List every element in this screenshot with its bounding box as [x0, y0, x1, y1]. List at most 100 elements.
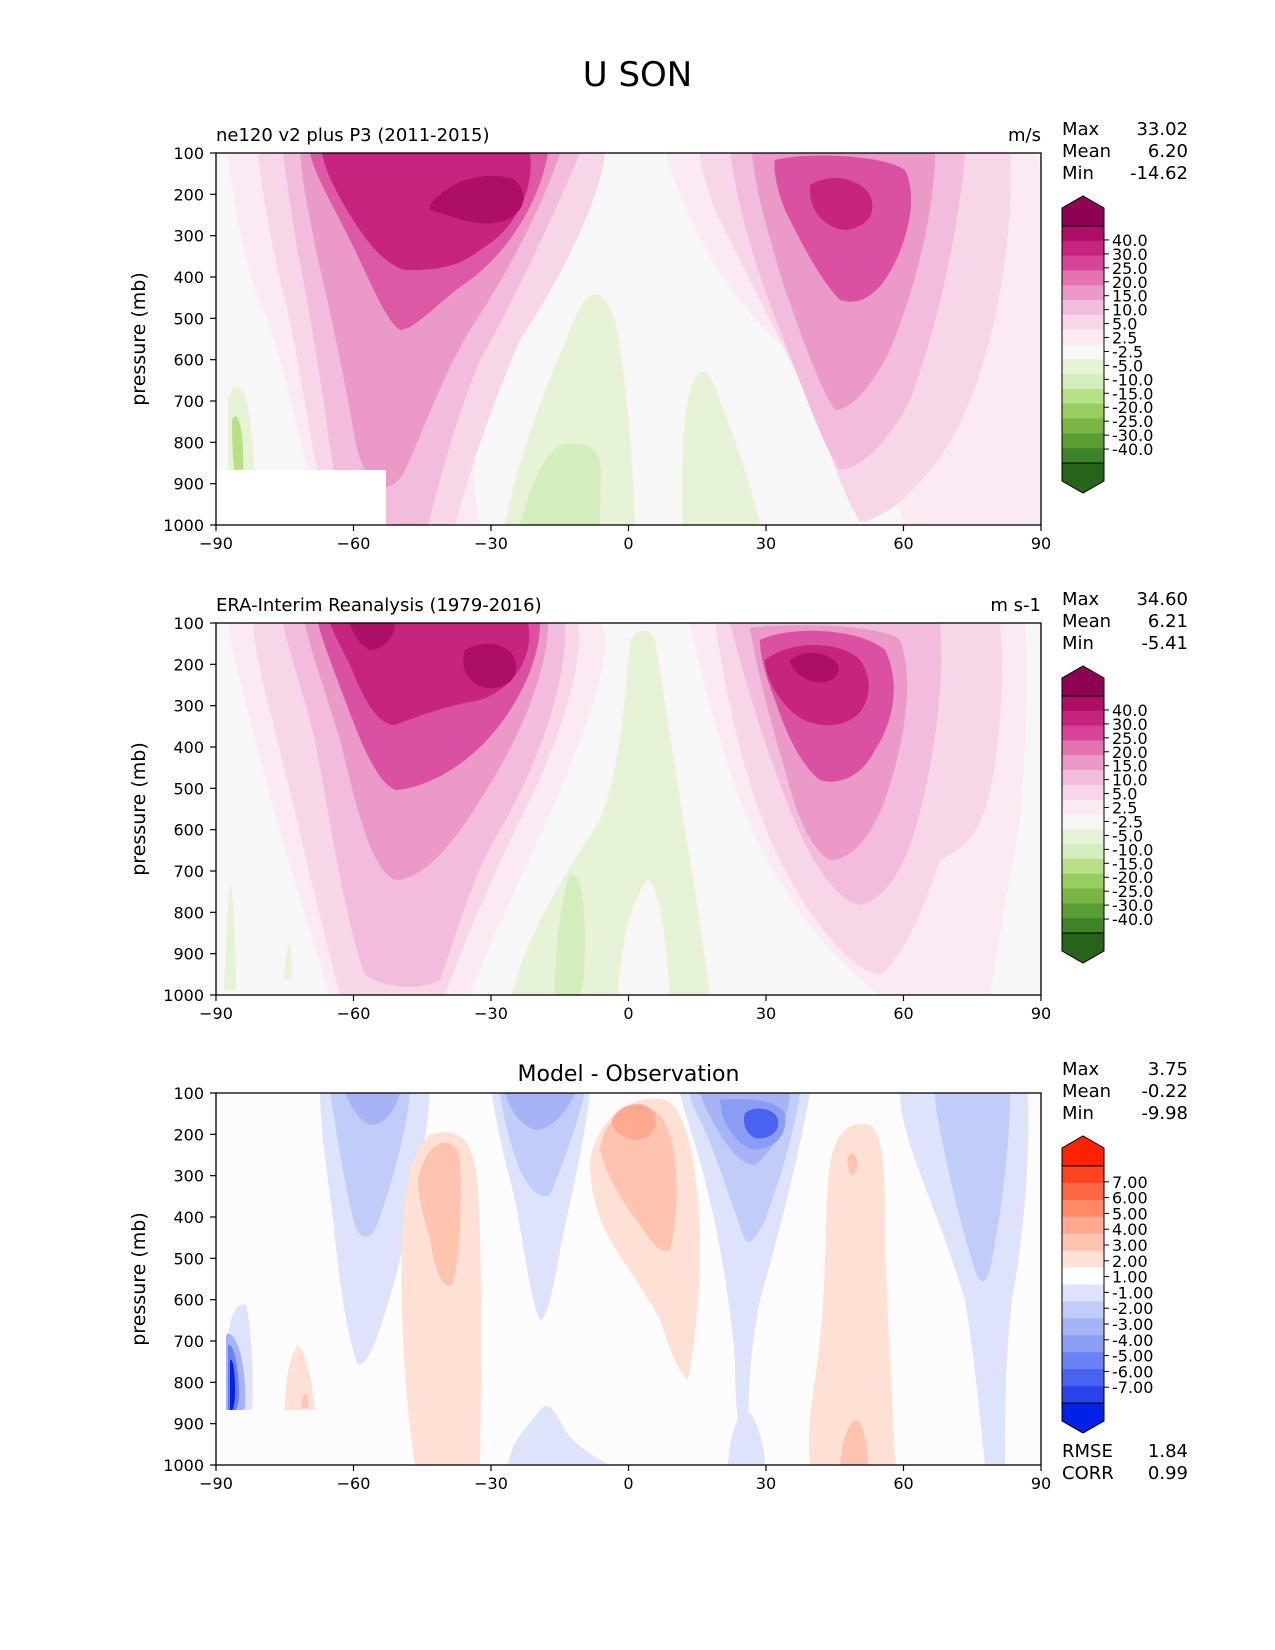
model-jet-nh-25 — [810, 177, 873, 230]
y-axis-label: pressure (mb) — [128, 1212, 150, 1346]
colorbar-label: 30.0 — [1112, 715, 1148, 734]
diff-neg-60-2 — [330, 1093, 410, 1237]
stat-label: Mean — [1062, 141, 1111, 162]
colorbar-segment — [1062, 226, 1104, 242]
model-contour-field — [216, 153, 1041, 525]
colorbar-label: -2.5 — [1112, 812, 1143, 831]
difference-masked-region — [216, 1410, 386, 1465]
colorbar-segment — [1062, 1386, 1104, 1404]
colorbar-segment — [1062, 270, 1104, 286]
y-tick-label: 700 — [173, 862, 204, 881]
bottom-stat-label: CORR — [1062, 1463, 1114, 1484]
colorbar-extend-top — [1061, 195, 1105, 227]
y-tick-label: 200 — [173, 185, 204, 204]
y-tick-label: 700 — [173, 1332, 204, 1351]
colorbar-label: 10.0 — [1112, 771, 1148, 790]
stat-value: 3.75 — [1148, 1059, 1188, 1080]
y-tick-label: 100 — [173, 144, 204, 163]
diff-pos-50-3 — [840, 1420, 868, 1465]
model-easterly-tropics-core — [520, 443, 601, 525]
y-tick-label: 500 — [173, 309, 204, 328]
colorbar-segment — [1062, 710, 1104, 727]
x-tick-label: 0 — [623, 1474, 633, 1493]
colorbar-frame — [1061, 225, 1105, 464]
colorbar-extend-bottom — [1061, 462, 1105, 494]
diff-neg-20-3 — [505, 1093, 575, 1130]
y-tick-label: 800 — [173, 903, 204, 922]
bottom-stat-value: 0.99 — [1148, 1463, 1188, 1484]
colorbar-label: -6.00 — [1112, 1362, 1153, 1381]
colorbar-label: 5.0 — [1112, 785, 1137, 804]
colorbar-extend-top — [1061, 665, 1105, 697]
stat-value: -0.22 — [1141, 1081, 1188, 1102]
colorbar-segment — [1062, 873, 1104, 890]
colorbar-label: -10.0 — [1112, 370, 1153, 389]
y-tick-label: 800 — [173, 1373, 204, 1392]
colorbar-segment — [1062, 240, 1104, 257]
diff-neg-30-5 — [743, 1108, 779, 1139]
stat-value: 33.02 — [1136, 119, 1188, 140]
colorbar-segment — [1062, 770, 1104, 786]
colorbar-segment — [1062, 1352, 1104, 1370]
panel-units: m s-1 — [990, 595, 1041, 616]
x-tick-label: 90 — [1031, 1004, 1051, 1023]
colorbar-label: 1.00 — [1112, 1268, 1148, 1287]
y-tick-label: 400 — [173, 268, 204, 287]
x-tick-label: 30 — [756, 1474, 776, 1493]
colorbar-label: -30.0 — [1112, 896, 1153, 915]
colorbar-segment — [1062, 918, 1104, 934]
colorbar-segment — [1062, 374, 1104, 390]
x-tick-label: 0 — [623, 1004, 633, 1023]
colorbar-label: -15.0 — [1112, 854, 1153, 873]
x-tick-label: 60 — [893, 534, 913, 553]
observation-panel — [215, 622, 1042, 996]
y-tick-label: 800 — [173, 433, 204, 452]
stat-value: 34.60 — [1136, 589, 1188, 610]
stat-value: -14.62 — [1130, 163, 1188, 184]
difference-contour-field — [216, 1093, 1029, 1465]
y-tick-label: 300 — [173, 227, 204, 246]
x-tick-label: 30 — [756, 1004, 776, 1023]
panel-title-left: ne120 v2 plus P3 (2011-2015) — [216, 125, 490, 146]
colorbar-label: -25.0 — [1112, 882, 1153, 901]
colorbar-label: 25.0 — [1112, 259, 1148, 278]
diff-pos-40-2 — [418, 1142, 461, 1286]
panel-units: m/s — [1008, 125, 1041, 146]
colorbar-segment — [1062, 285, 1104, 301]
diff-neg-low-1 — [508, 1406, 610, 1465]
obs-jet-sh-30a — [350, 623, 395, 650]
stat-value: 6.20 — [1148, 141, 1188, 162]
diff-pos-polar-2 — [302, 1394, 309, 1409]
colorbar-label: 5.0 — [1112, 315, 1137, 334]
colorbar-label: -5.0 — [1112, 826, 1143, 845]
colorbar-segment — [1062, 829, 1104, 845]
colorbar-label: 15.0 — [1112, 757, 1148, 776]
bottom-stat-label: RMSE — [1062, 1441, 1113, 1462]
colorbar-segment — [1062, 1182, 1104, 1201]
model-easterly-tropics — [505, 294, 635, 525]
colorbar-segment — [1062, 433, 1104, 449]
y-tick-label: 900 — [173, 945, 204, 964]
diff-neg-low-2 — [728, 1412, 765, 1465]
colorbar-segment — [1062, 1369, 1104, 1387]
colorbar-segment — [1062, 1267, 1104, 1285]
colorbar-segment — [1062, 858, 1104, 875]
colorbar-label: 10.0 — [1112, 301, 1148, 320]
colorbar-segment — [1062, 314, 1104, 331]
colorbar-label: -7.00 — [1112, 1378, 1153, 1397]
y-tick-label: 300 — [173, 1167, 204, 1186]
stat-label: Max — [1062, 1059, 1100, 1080]
y-tick-label: 600 — [173, 351, 204, 370]
model-panel — [215, 152, 1042, 526]
obs-easterly-polar2 — [284, 944, 292, 980]
stat-label: Max — [1062, 589, 1100, 610]
bottom-stat-value: 1.84 — [1148, 1441, 1188, 1462]
colorbar-label: -1.00 — [1112, 1283, 1153, 1302]
colorbar-label: -30.0 — [1112, 426, 1153, 445]
colorbar-label: 7.00 — [1112, 1173, 1148, 1192]
y-tick-label: 100 — [173, 614, 204, 633]
obs-easterly-calm-wedge — [618, 880, 670, 995]
colorbar-segment — [1062, 1335, 1104, 1353]
y-axis-label: pressure (mb) — [128, 272, 150, 406]
